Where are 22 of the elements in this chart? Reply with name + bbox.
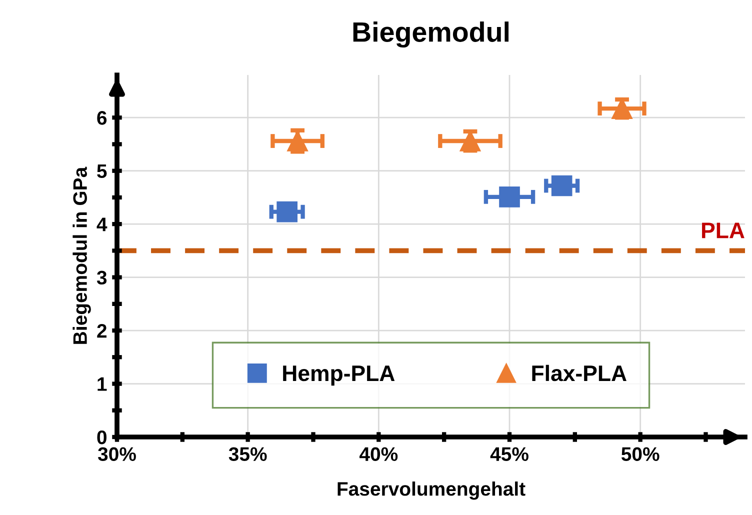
point	[551, 175, 572, 196]
x-tick-label: 45%	[490, 447, 528, 462]
x-tick-label: 40%	[360, 447, 398, 462]
point	[612, 98, 632, 119]
ref-line-label: PLA	[702, 222, 744, 238]
x-tick-label: 35%	[228, 447, 267, 462]
legend-label: Flax-PLA	[532, 364, 626, 382]
chart-title: Biegemodul	[353, 22, 509, 48]
y-tick-label: 3	[96, 270, 107, 285]
x-tick-label: 30%	[98, 447, 136, 462]
y-tick-label: 5	[97, 164, 107, 178]
x-tick-label: 50%	[621, 447, 660, 462]
y-axis-title: Biegemodul in GPa	[72, 166, 91, 344]
point	[499, 186, 520, 208]
point	[276, 201, 298, 222]
y-tick-label: 1	[98, 377, 107, 391]
y-tick-label: 6	[97, 111, 107, 125]
y-tick-label: 2	[97, 324, 106, 338]
y-tick-label: 0	[97, 430, 106, 444]
x-axis-title: Faservolumengehalt	[338, 482, 526, 500]
y-tick-label: 4	[96, 218, 108, 232]
legend-label: Hemp-PLA	[283, 366, 395, 386]
